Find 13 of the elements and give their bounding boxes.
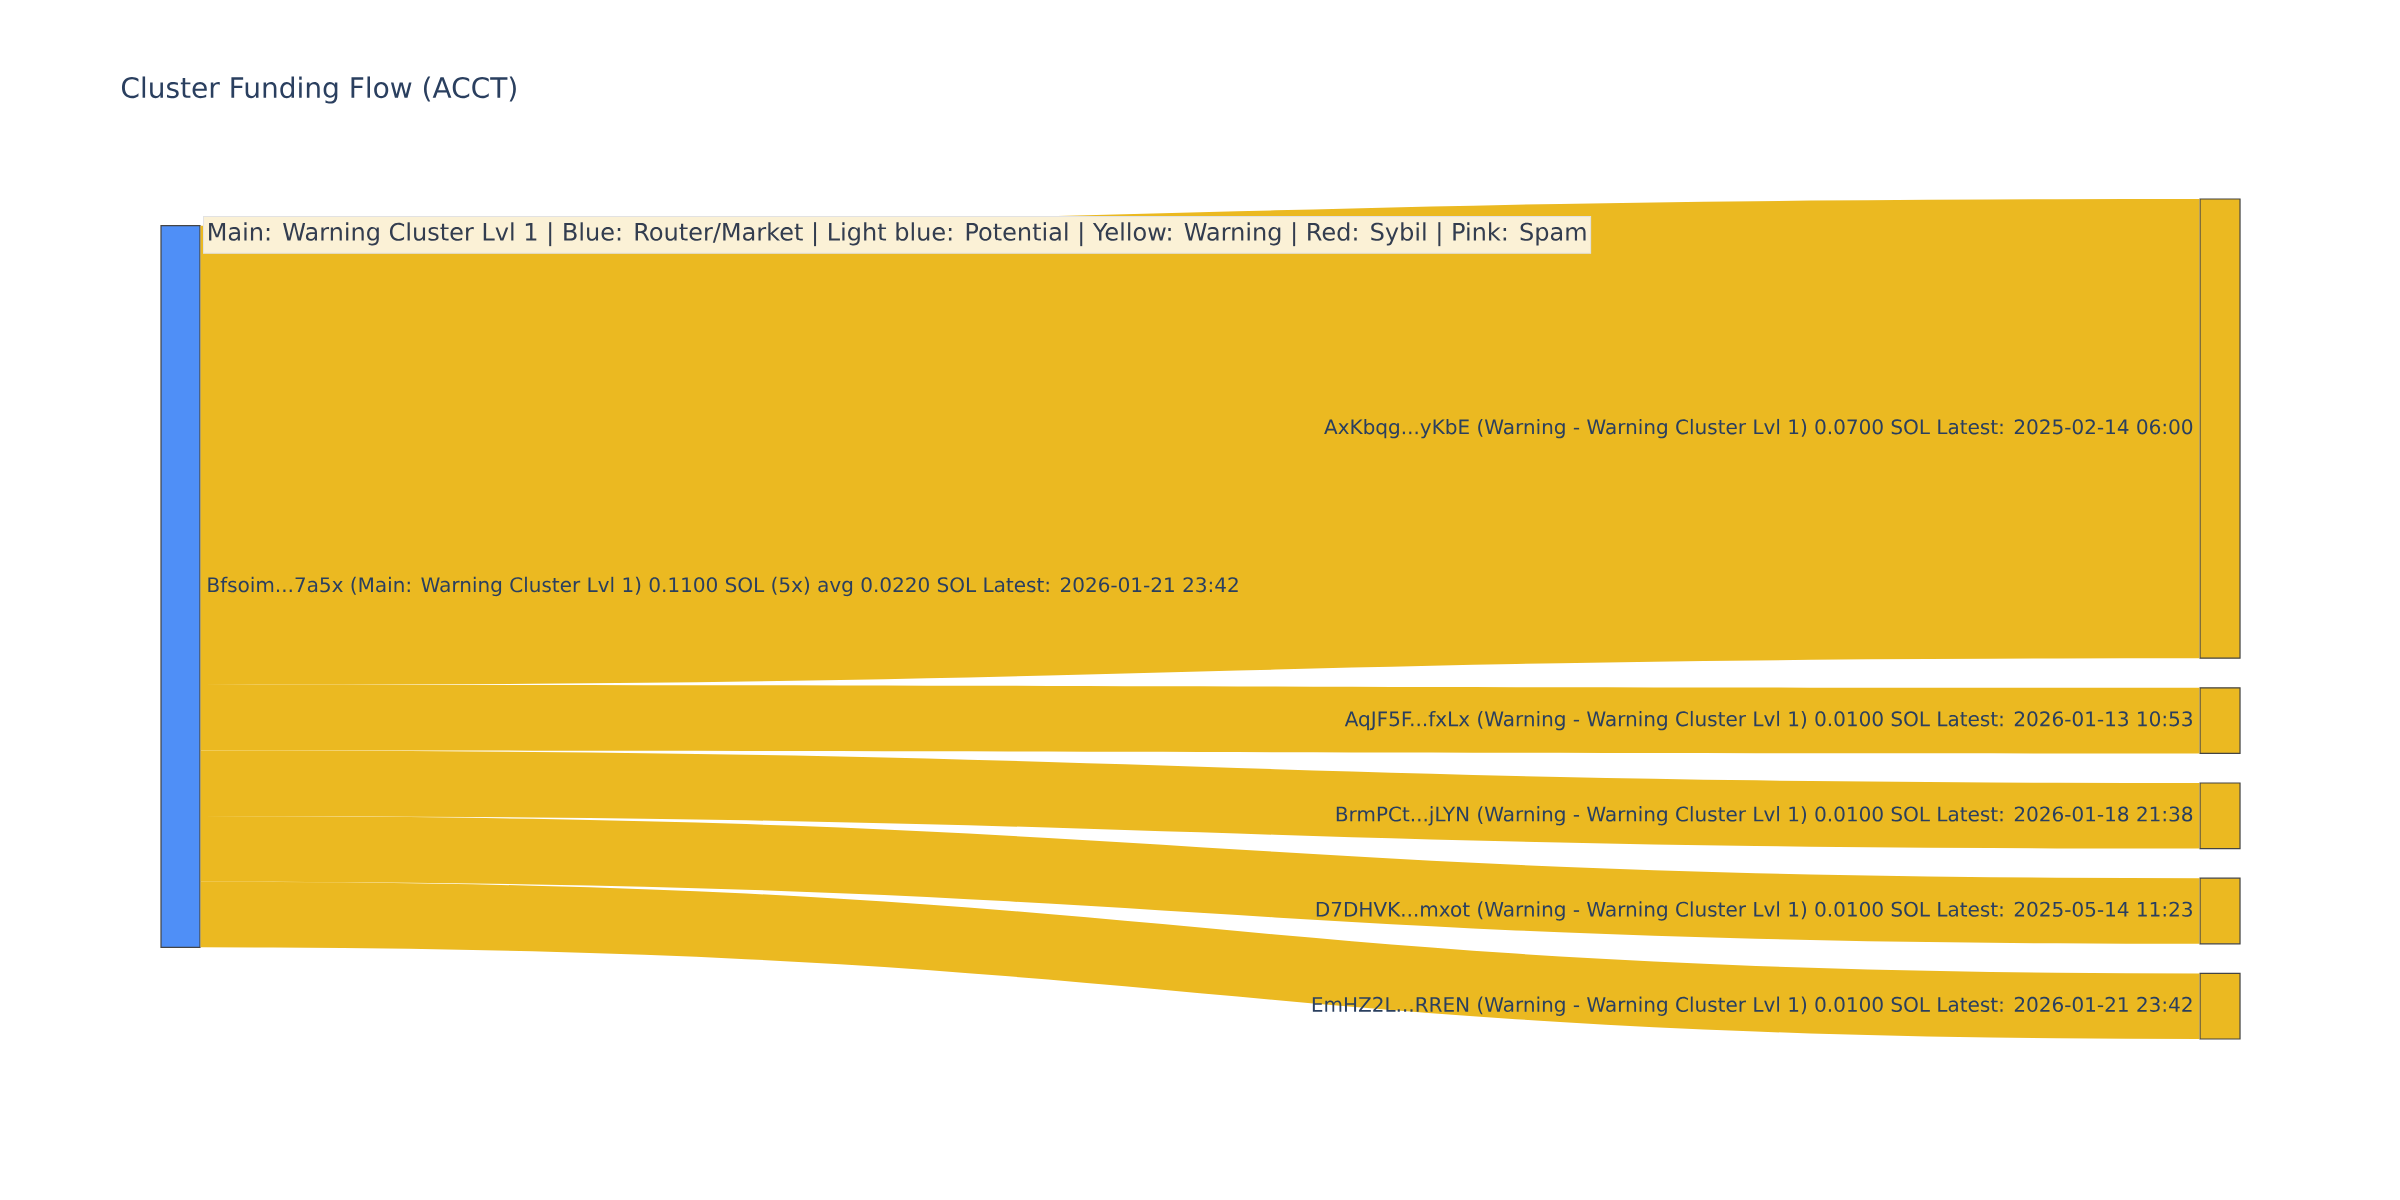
category-label: D7DHVK...mxot (Warning - Warning Cluster Lvl 1) — [1316, 901, 1807, 921]
data-label: 0.0100 SOL Latest: 2025-05-14 11:23 — [1815, 901, 2192, 917]
data-label: 0.0100 SOL Latest: 2026-01-13 10:53 — [1815, 711, 2192, 727]
data-label: 0.0700 SOL Latest: 2025-02-14 06:00 — [1815, 419, 2193, 435]
category-label: BrmPCt...jLYN (Warning - Warning Cluster Lvl 1) — [1336, 806, 1807, 826]
series-label: Bfsoim...7a5x (Main: Warning Cluster Lvl 1) 0.1100 SOL (5x) avg 0.0220 SOL Latest: 2026-01-21 23:42 — [208, 576, 1238, 597]
category-label: EmHZ2L...RREN (Warning - Warning Cluster Lvl 1) — [1312, 996, 1807, 1016]
text: Main: Warning Cluster Lvl 1 | Blue: Router/Market | Light blue: Potential | Yellow: Warning | Red: Sybil | Pink: Spam — [209, 222, 1586, 247]
data-label: 0.0100 SOL Latest: 2026-01-21 23:42 — [1815, 996, 2192, 1013]
text: Cluster Funding Flow (ACCT) — [121, 76, 516, 104]
data-label: 0.0100 SOL Latest: 2026-01-18 21:38 — [1815, 806, 2193, 822]
category-label: AqJF5F...fxLx (Warning - Warning Cluster Lvl 1) — [1344, 710, 1807, 731]
category-label: AxKbqg...yKbE (Warning - Warning Cluster Lvl 1) — [1324, 418, 1807, 439]
